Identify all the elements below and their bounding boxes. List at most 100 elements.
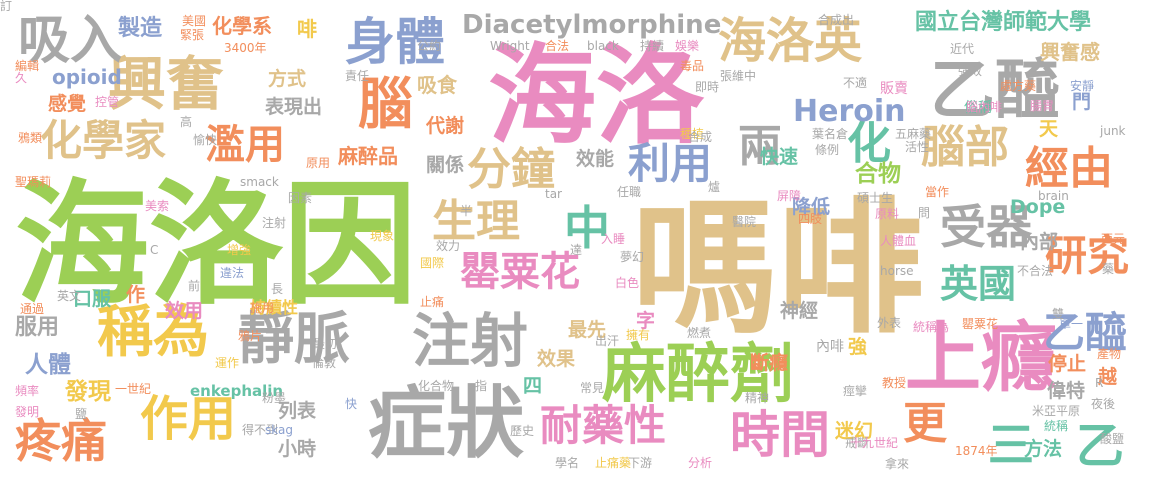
cloud-word: 注射	[412, 307, 529, 375]
cloud-word: 米亞平原	[1032, 404, 1081, 418]
cloud-word: 代謝	[426, 115, 465, 137]
cloud-word: 快	[345, 397, 358, 411]
cloud-word: 不適	[843, 76, 868, 90]
cloud-word: 鴉片	[238, 329, 263, 343]
cloud-word: 現象	[370, 229, 395, 243]
cloud-word: 時間	[730, 406, 830, 464]
cloud-word: 止痛	[420, 295, 445, 309]
cloud-word: 緊張	[180, 28, 205, 42]
cloud-word: 受器	[940, 200, 1032, 254]
cloud-word: 效能	[576, 148, 615, 170]
cloud-word: 聖瑪莉	[15, 175, 52, 189]
cloud-word: C	[150, 243, 159, 257]
cloud-word: 俗稱	[964, 100, 992, 116]
cloud-word: 美索	[145, 199, 170, 213]
cloud-word: 分鐘	[467, 144, 555, 195]
cloud-word: 耐藥性	[540, 401, 667, 450]
cloud-word: 訂	[0, 0, 13, 13]
cloud-word: 出汗	[595, 334, 620, 348]
cloud-word: 半	[460, 204, 473, 218]
cloud-word: 醫院	[732, 215, 757, 229]
cloud-word: 爐	[708, 180, 721, 194]
cloud-word: 罌粟花	[460, 249, 580, 295]
cloud-word: 統稱	[1044, 419, 1069, 433]
cloud-word: 快速	[760, 146, 799, 168]
cloud-word: 產物	[1097, 347, 1122, 361]
cloud-word: 倫敦	[312, 356, 337, 370]
cloud-word: 效果	[537, 348, 576, 370]
cloud-word: 持續	[640, 39, 665, 53]
cloud-word: 人體	[25, 352, 71, 378]
cloud-word: 效用	[165, 300, 204, 322]
cloud-word: 降低	[792, 196, 831, 218]
cloud-word: 注射	[262, 216, 287, 230]
cloud-word: 海洛因	[15, 167, 418, 323]
cloud-word: 四肢	[798, 212, 823, 226]
cloud-word: 作用	[140, 391, 237, 447]
cloud-word: 服用	[15, 315, 60, 340]
cloud-word: 夢幻	[620, 250, 645, 264]
cloud-word: 靜脈	[238, 307, 350, 372]
cloud-word: 雙	[1052, 307, 1065, 321]
cloud-word: 合法	[545, 39, 570, 53]
cloud-word: 娛樂	[675, 39, 700, 53]
cloud-word: 濫用	[205, 122, 285, 168]
cloud-word: 3400年	[224, 41, 267, 55]
cloud-word: 方法	[1024, 438, 1063, 460]
cloud-word: 最初	[313, 337, 338, 351]
cloud-word: 通過	[20, 302, 45, 316]
cloud-word: 內部	[1020, 231, 1059, 253]
cloud-word: 酸鹽	[1100, 432, 1125, 446]
cloud-word: 效力	[436, 239, 461, 253]
cloud-word: 海洛英	[718, 13, 863, 69]
cloud-word: 入睡	[601, 232, 626, 246]
cloud-word: 化學家	[40, 116, 167, 165]
cloud-word: 精神	[745, 391, 770, 405]
cloud-word: 分析	[688, 456, 713, 470]
cloud-word: 公約	[417, 39, 442, 53]
cloud-word: 兩	[738, 121, 782, 172]
cloud-word: 五麻藥	[895, 127, 932, 141]
cloud-word: 販賣	[880, 81, 908, 97]
cloud-word: 吸食	[417, 73, 457, 97]
cloud-word: 得不到	[242, 423, 279, 437]
cloud-word: 人體血	[880, 234, 917, 248]
cloud-word: 下游	[628, 456, 653, 470]
cloud-word: 違法	[220, 266, 245, 280]
cloud-word: 近代	[950, 42, 975, 56]
cloud-word: 條例	[815, 143, 840, 157]
cloud-word: 當作	[925, 185, 950, 199]
cloud-word: 腦	[358, 72, 414, 136]
cloud-word: 腦部	[921, 122, 1009, 173]
cloud-word: 門	[1072, 91, 1092, 113]
cloud-word: 1874年	[955, 444, 998, 458]
cloud-word: 編輯	[15, 59, 40, 73]
cloud-word: 久	[15, 71, 28, 85]
cloud-word: 藥	[1102, 262, 1115, 276]
cloud-word: 責任	[345, 69, 370, 83]
cloud-word: 偉特	[1047, 380, 1086, 402]
cloud-word: 化學系	[212, 14, 272, 38]
cloud-word: 愉快	[193, 133, 218, 147]
cloud-word: 毒品	[680, 59, 705, 73]
cloud-word: 單一	[1059, 317, 1084, 331]
cloud-word: 即時	[695, 80, 720, 94]
cloud-word: 西元	[1101, 232, 1126, 246]
cloud-word: horse	[880, 264, 914, 278]
cloud-word: 運作	[215, 356, 240, 370]
cloud-word: 合物	[855, 161, 901, 187]
cloud-word: tar	[545, 187, 562, 201]
cloud-word: 迷幻	[835, 420, 874, 442]
cloud-word: 強效	[958, 64, 983, 78]
cloud-word: 乙	[1076, 418, 1125, 474]
cloud-word: 研究	[1045, 231, 1130, 280]
cloud-word: 製造	[118, 16, 163, 41]
cloud-word: 嗎啡	[632, 184, 924, 354]
cloud-word: 高	[180, 115, 193, 129]
cloud-word: 外表	[877, 316, 902, 330]
cloud-word: 夜後	[1091, 397, 1116, 411]
cloud-word: 鹽	[75, 407, 88, 421]
cloud-word: 葉名倉	[812, 127, 849, 141]
cloud-word: 碩士生	[857, 191, 894, 205]
cloud-word: 鴉類	[18, 131, 43, 145]
